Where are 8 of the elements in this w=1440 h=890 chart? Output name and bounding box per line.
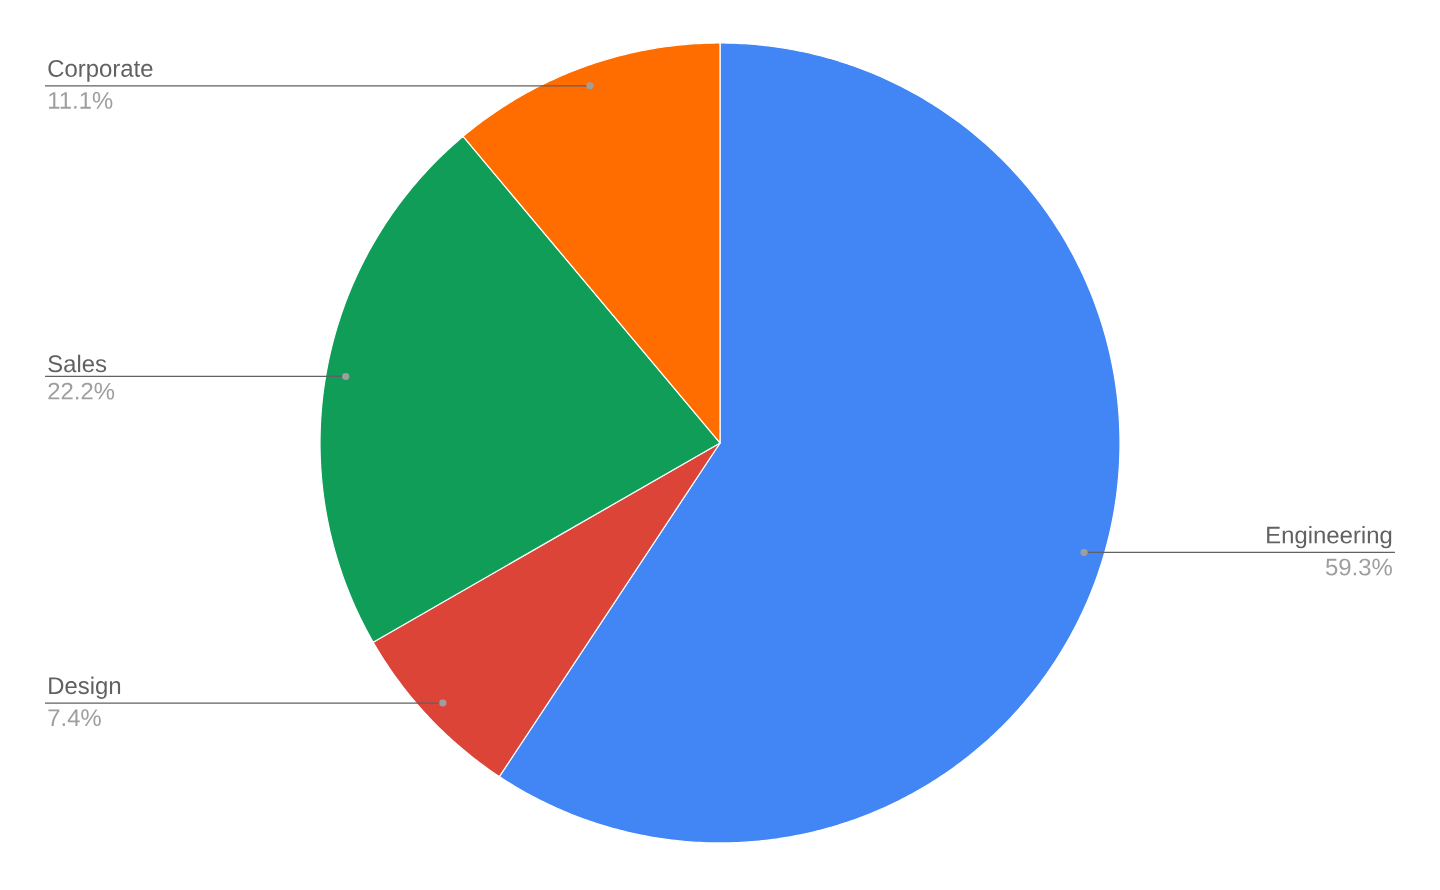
data-label: 11.1% [49,92,113,109]
data-label: 7.4% [48,709,101,727]
slice-label: Corporate [48,60,153,82]
slice-label: Design [49,676,121,699]
data-label: 22.2% [48,382,115,400]
slice-label: Sales [48,354,107,373]
data-label: 59.3% [1325,558,1392,576]
slice-label: Engineering [1267,525,1392,549]
